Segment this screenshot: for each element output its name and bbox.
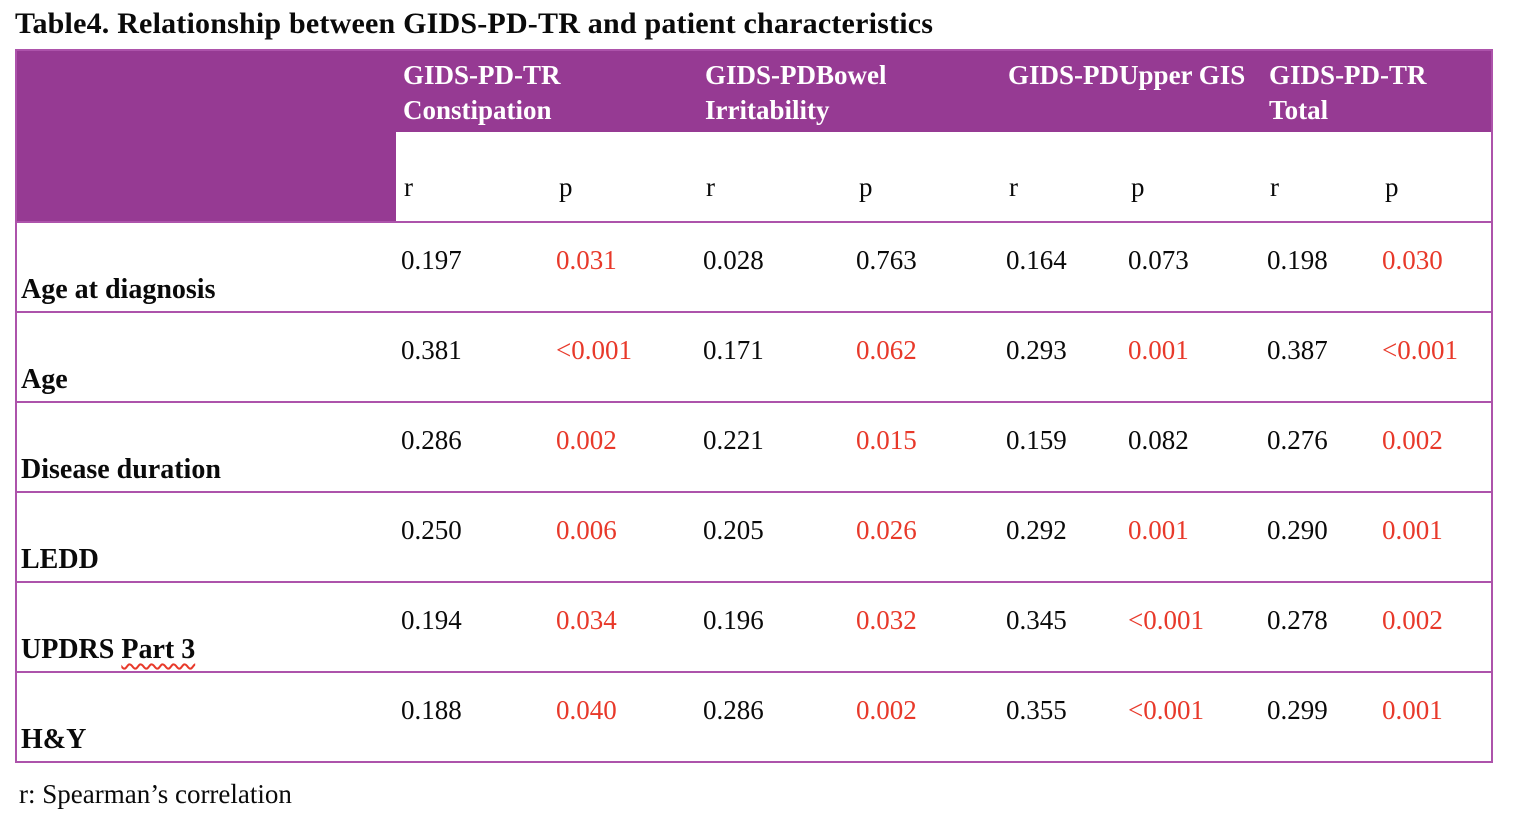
subheader-p: p — [1377, 132, 1493, 222]
r-value-cell: 0.028 — [698, 222, 852, 312]
column-group-upper-gis: GIDS-PDUpper GIS — [1001, 50, 1263, 132]
row-header: Age at diagnosis — [16, 222, 396, 312]
r-value-cell: 0.194 — [396, 582, 551, 672]
table-row-ledd: LEDD 0.250 0.006 0.205 0.026 0.292 0.001… — [16, 492, 1493, 582]
p-value-cell: 0.082 — [1123, 402, 1263, 492]
r-value-cell: 0.286 — [396, 402, 551, 492]
subheader-p: p — [851, 132, 1002, 222]
table-row-disease-duration: Disease duration 0.286 0.002 0.221 0.015… — [16, 402, 1493, 492]
p-value-cell: 0.002 — [851, 672, 1002, 762]
p-value-cell: 0.002 — [1377, 582, 1493, 672]
p-value-cell: <0.001 — [551, 312, 699, 402]
corner-cell — [16, 50, 396, 222]
r-value-cell: 0.197 — [396, 222, 551, 312]
row-header: H&Y — [16, 672, 396, 762]
p-value-cell: 0.026 — [851, 492, 1002, 582]
page-title: Table4. Relationship between GIDS-PD-TR … — [15, 7, 934, 40]
r-value-cell: 0.345 — [1001, 582, 1124, 672]
p-value-cell: 0.062 — [851, 312, 1002, 402]
row-label: Disease duration — [21, 454, 221, 485]
table-row-age: Age 0.381 <0.001 0.171 0.062 0.293 0.001… — [16, 312, 1493, 402]
r-value-cell: 0.290 — [1262, 492, 1378, 582]
p-value-cell: 0.001 — [1123, 492, 1263, 582]
r-value-cell: 0.205 — [698, 492, 852, 582]
p-value-cell: <0.001 — [1123, 672, 1263, 762]
group-header-row: GIDS-PD-TR Constipation GIDS-PDBowel Irr… — [16, 50, 1493, 222]
subheader-r: r — [1001, 132, 1124, 222]
column-group-total: GIDS-PD-TR Total — [1262, 50, 1493, 132]
r-value-cell: 0.286 — [698, 672, 852, 762]
r-value-cell: 0.188 — [396, 672, 551, 762]
table-row-h-and-y: H&Y 0.188 0.040 0.286 0.002 0.355 <0.001… — [16, 672, 1493, 762]
p-value-cell: 0.030 — [1377, 222, 1493, 312]
p-value-cell: 0.073 — [1123, 222, 1263, 312]
row-label: H&Y — [21, 724, 87, 755]
r-value-cell: 0.355 — [1001, 672, 1124, 762]
p-value-cell: 0.015 — [851, 402, 1002, 492]
r-value-cell: 0.221 — [698, 402, 852, 492]
spellcheck-wavy-underline: Part 3 — [121, 634, 196, 665]
row-header: LEDD — [16, 492, 396, 582]
table-header: GIDS-PD-TR Constipation GIDS-PDBowel Irr… — [16, 50, 1493, 222]
subheader-p: p — [1123, 132, 1263, 222]
r-value-cell: 0.278 — [1262, 582, 1378, 672]
table-row-age-at-diagnosis: Age at diagnosis 0.197 0.031 0.028 0.763… — [16, 222, 1493, 312]
p-value-cell: 0.032 — [851, 582, 1002, 672]
p-value-cell: 0.763 — [851, 222, 1002, 312]
table-footnote: r: Spearman’s correlation — [19, 779, 292, 809]
r-value-cell: 0.387 — [1262, 312, 1378, 402]
r-value-cell: 0.164 — [1001, 222, 1124, 312]
r-value-cell: 0.198 — [1262, 222, 1378, 312]
p-value-cell: 0.002 — [551, 402, 699, 492]
p-value-cell: 0.040 — [551, 672, 699, 762]
column-group-bowel-irritability: GIDS-PDBowel Irritability — [698, 50, 1002, 132]
subheader-r: r — [1262, 132, 1378, 222]
p-value-cell: 0.001 — [1377, 492, 1493, 582]
p-value-cell: 0.031 — [551, 222, 699, 312]
r-value-cell: 0.159 — [1001, 402, 1124, 492]
column-group-constipation: GIDS-PD-TR Constipation — [396, 50, 699, 132]
row-header: Age — [16, 312, 396, 402]
r-value-cell: 0.250 — [396, 492, 551, 582]
r-value-cell: 0.292 — [1001, 492, 1124, 582]
p-value-cell: 0.002 — [1377, 402, 1493, 492]
subheader-r: r — [698, 132, 852, 222]
r-value-cell: 0.196 — [698, 582, 852, 672]
table-row-updrs-part-3: UPDRS Part 3 0.194 0.034 0.196 0.032 0.3… — [16, 582, 1493, 672]
r-value-cell: 0.299 — [1262, 672, 1378, 762]
subheader-p: p — [551, 132, 699, 222]
subheader-r: r — [396, 132, 551, 222]
table-body: Age at diagnosis 0.197 0.031 0.028 0.763… — [16, 222, 1493, 762]
row-label: Age — [21, 364, 68, 395]
r-value-cell: 0.293 — [1001, 312, 1124, 402]
p-value-cell: <0.001 — [1377, 312, 1493, 402]
p-value-cell: 0.001 — [1123, 312, 1263, 402]
p-value-cell: 0.001 — [1377, 672, 1493, 762]
row-label: LEDD — [21, 544, 99, 575]
r-value-cell: 0.276 — [1262, 402, 1378, 492]
row-label: Age at diagnosis — [21, 274, 216, 305]
p-value-cell: 0.034 — [551, 582, 699, 672]
r-value-cell: 0.381 — [396, 312, 551, 402]
row-label: UPDRS — [21, 634, 122, 665]
row-header: Disease duration — [16, 402, 396, 492]
p-value-cell: 0.006 — [551, 492, 699, 582]
p-value-cell: <0.001 — [1123, 582, 1263, 672]
r-value-cell: 0.171 — [698, 312, 852, 402]
subheader-row: r p r p r p r p — [16, 132, 1493, 222]
correlation-table: GIDS-PD-TR Constipation GIDS-PDBowel Irr… — [15, 49, 1494, 763]
row-header: UPDRS Part 3 — [16, 582, 396, 672]
